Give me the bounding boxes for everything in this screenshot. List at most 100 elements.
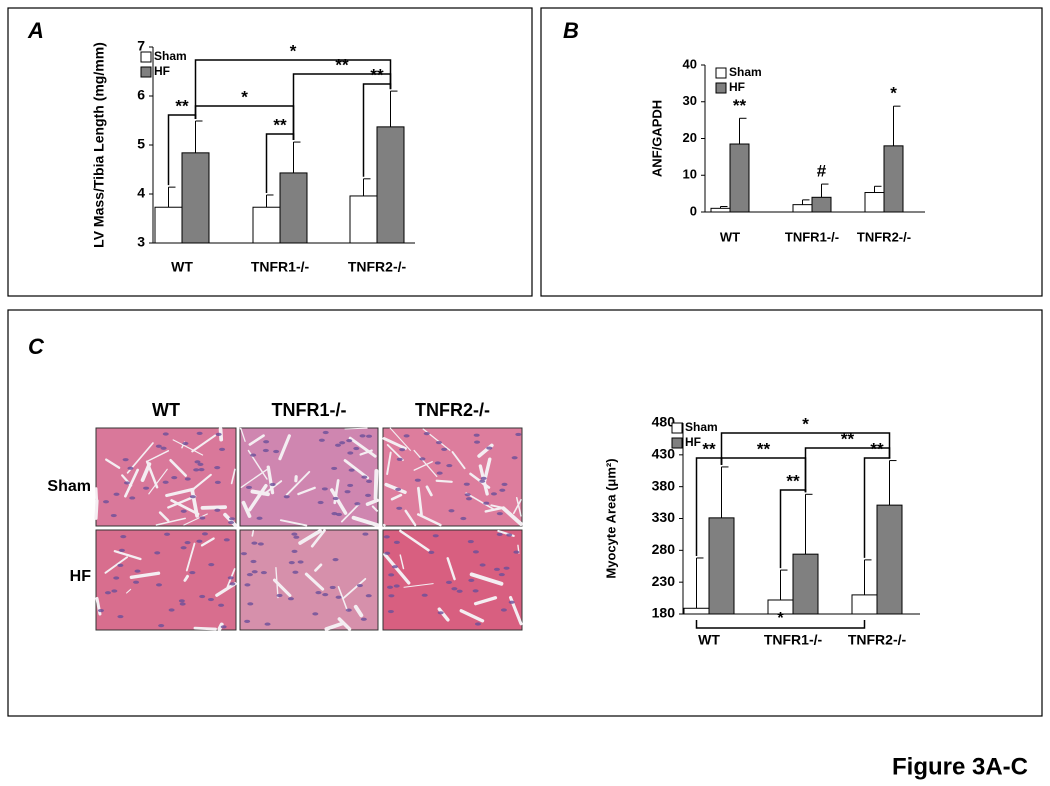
significance-label: # [817,162,827,181]
tissue-gap [94,487,99,505]
nucleus [208,563,215,567]
nucleus [474,622,481,626]
y-axis-label: ANF/GAPDH [649,100,664,177]
nucleus [395,487,402,491]
nucleus [180,546,187,550]
nucleus [122,458,129,462]
nucleus [103,500,110,504]
x-tick-label: TNFR2-/- [348,259,407,275]
nucleus [283,495,290,499]
nucleus [479,479,486,483]
nucleus [391,565,398,569]
tissue-gap [343,459,370,480]
significance-label: ** [273,115,287,134]
tissue-gap [416,513,442,527]
nucleus [287,597,294,601]
nucleus [179,602,186,606]
tissue [239,529,379,631]
y-tick-label: 480 [652,414,676,430]
nucleus [291,532,298,536]
bar [279,172,308,244]
nucleus [218,603,225,607]
nucleus [196,431,203,435]
nucleus [251,570,258,574]
nucleus [229,582,236,586]
nucleus [480,476,487,480]
tissue [95,529,237,631]
nucleus [244,619,251,623]
nucleus [263,440,270,444]
significance-label: ** [841,429,855,448]
x-tick-label: TNFR2-/- [857,229,911,244]
nucleus [344,490,351,494]
nucleus [178,599,185,603]
nucleus [366,434,373,438]
tissue-gap [399,554,405,570]
nucleus [335,595,342,599]
histology-image [95,529,237,631]
nucleus [332,558,339,562]
tissue-gap [383,552,411,585]
nucleus [434,461,441,465]
tissue-gap [324,621,344,631]
tissue-gap [172,439,204,456]
tissue-gap [217,622,224,631]
tissue-gap [501,506,523,526]
tissue-gap [413,461,433,471]
tissue-gap [200,505,228,510]
tissue-gap [459,609,485,623]
tissue-gap [425,485,433,497]
tissue-gap [215,582,237,597]
nucleus [251,541,258,545]
bar [252,206,281,244]
nucleus [227,576,234,580]
tissue [382,529,523,631]
nucleus [120,535,127,539]
nucleus [189,495,196,499]
nucleus [473,433,480,437]
nucleus [315,591,322,595]
nucleus [154,551,161,555]
nucleus [288,561,295,565]
nucleus [322,430,329,435]
row-label: Sham [47,478,91,495]
significance-bracket: ** [779,471,807,569]
tissue-gap [193,626,217,631]
tissue-gap [230,468,236,485]
tissue-gap [200,537,215,547]
legend-swatch [671,437,683,449]
nucleus [184,477,191,481]
nucleus [359,434,366,438]
nucleus [360,617,367,621]
tissue-gap [384,482,407,495]
nucleus [162,480,169,484]
nucleus [498,572,505,577]
y-tick-label: 0 [690,203,697,218]
nucleus [423,432,430,436]
legend-label: Sham [154,49,187,63]
bar [864,192,885,213]
y-tick-label: 6 [137,87,145,103]
nucleus [335,443,342,447]
y-tick-label: 180 [652,605,676,621]
nucleus [229,517,236,521]
significance-bracket: * [695,610,866,629]
tissue-gap [386,451,392,476]
bar [792,204,813,213]
nucleus [500,608,507,612]
nucleus [264,622,271,626]
nucleus [194,460,201,464]
nucleus [346,439,353,443]
nucleus [196,539,203,543]
nucleus [134,569,141,573]
nucleus [220,625,227,629]
nucleus [215,432,222,437]
nucleus [223,538,230,542]
y-tick-label: 5 [137,136,145,152]
nucleus [193,468,200,472]
nucleus [445,580,452,584]
nucleus [332,496,339,501]
tissue-gap [304,572,325,591]
nucleus [207,597,214,602]
